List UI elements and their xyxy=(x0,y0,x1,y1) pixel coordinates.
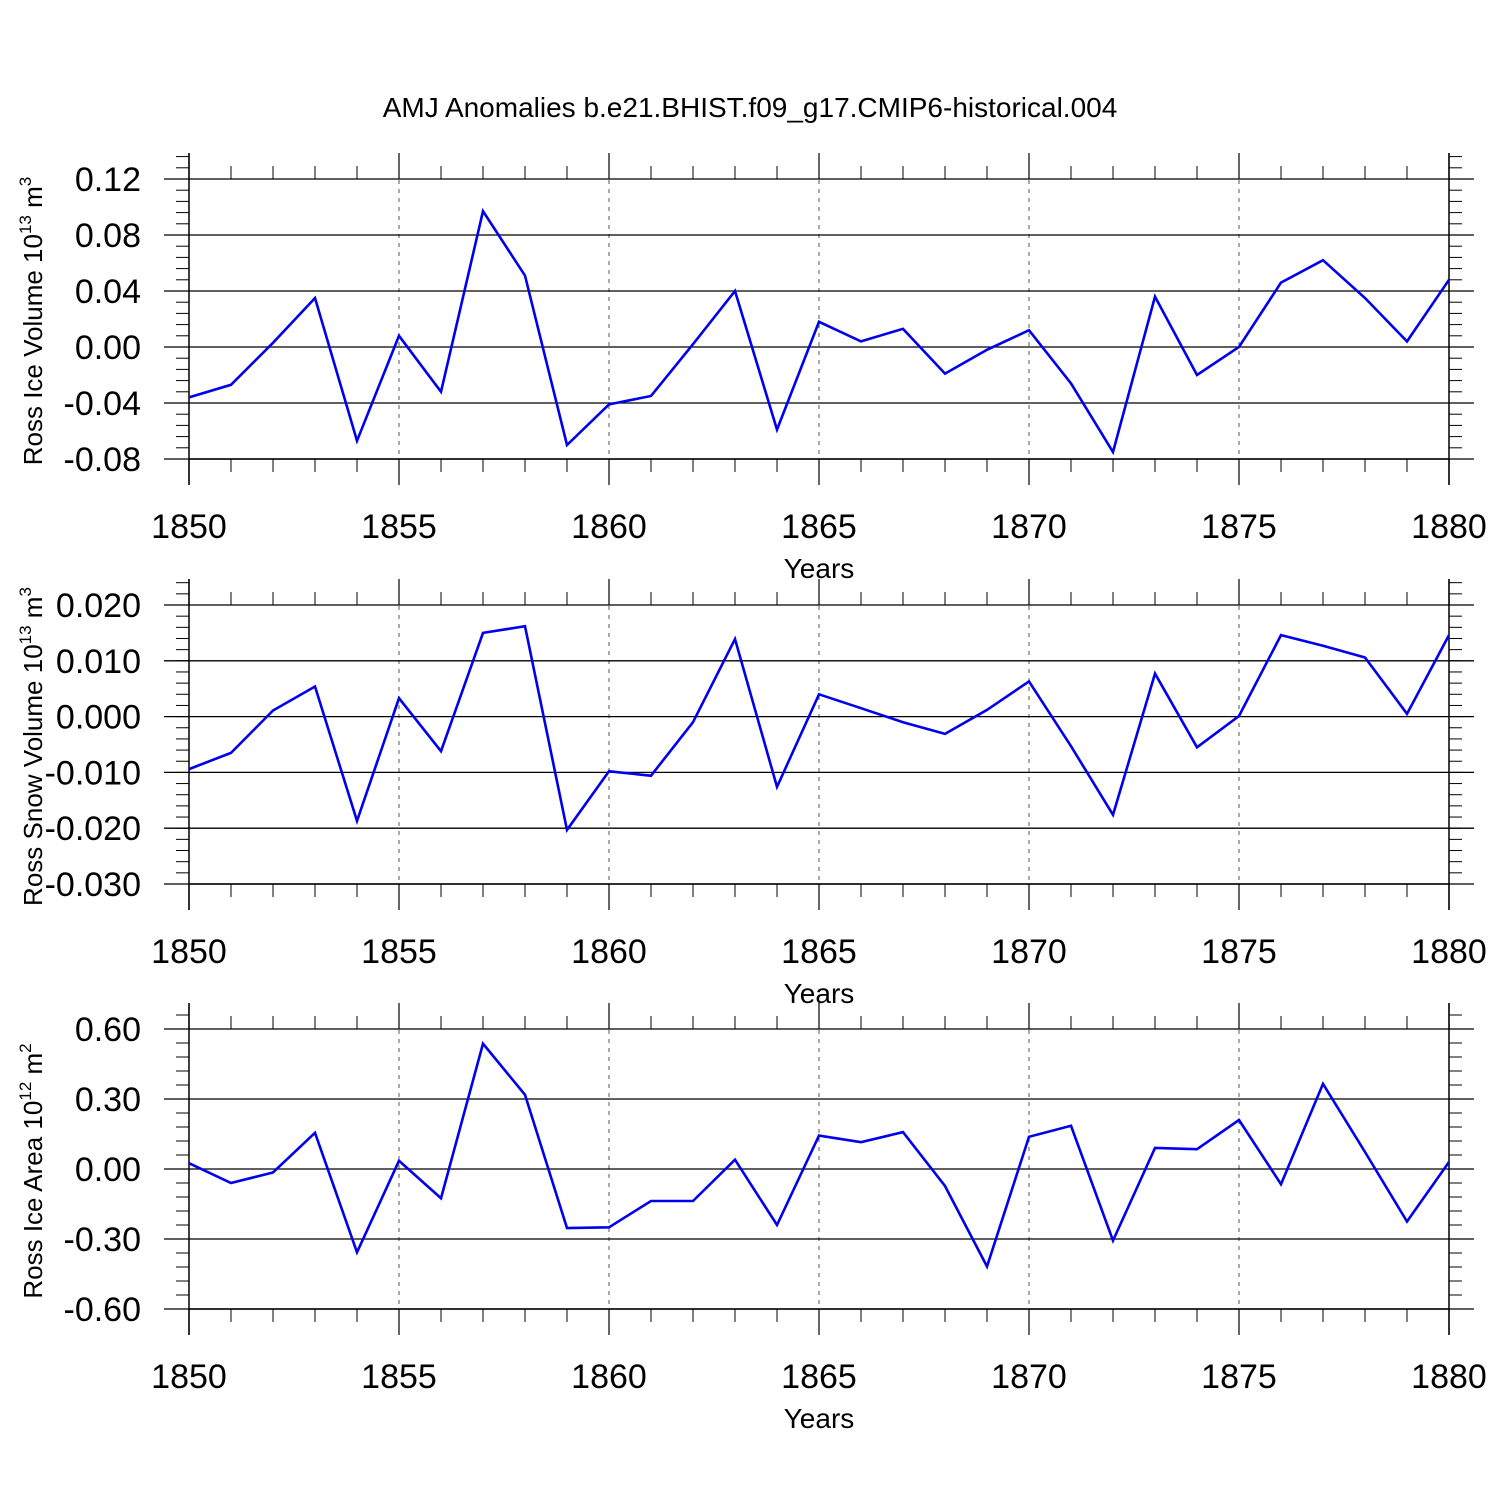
y-tick-label: 0.00 xyxy=(75,329,141,367)
y-tick-label: 0.000 xyxy=(56,699,141,737)
y-axis-label: Ross Ice Volume 1013 m3 xyxy=(16,177,48,466)
x-tick-label: 1850 xyxy=(151,933,227,971)
y-tick-label: -0.010 xyxy=(45,754,141,792)
x-tick-label: 1870 xyxy=(991,933,1067,971)
y-tick-label: -0.030 xyxy=(45,866,141,904)
x-tick-label: 1870 xyxy=(991,508,1067,546)
y-tick-label: 0.08 xyxy=(75,217,141,255)
x-tick-label: 1855 xyxy=(361,508,437,546)
y-tick-label: 0.60 xyxy=(75,1011,141,1049)
y-tick-label: 0.020 xyxy=(56,587,141,625)
chart-panel-2: 1850 1855 1860 1865 1870 1875 1880Years-0.030-… xyxy=(16,579,1487,1009)
y-tick-label: -0.04 xyxy=(64,385,142,423)
x-tick-label: 1880 xyxy=(1411,508,1487,546)
chart-panel-3: 1850 1855 1860 1865 1870 1875 1880 Years -0.60 -0… xyxy=(16,1003,1487,1434)
y-tick-label: 0.12 xyxy=(75,161,141,199)
y-tick-label: 0.00 xyxy=(75,1151,141,1189)
x-tick-label: 1865 xyxy=(781,508,857,546)
x-tick-label: 1880 xyxy=(1411,933,1487,971)
x-tick-label: 1870 xyxy=(991,1358,1067,1396)
x-tick-label: 1855 xyxy=(361,1358,437,1396)
x-tick-label: 1865 xyxy=(781,1358,857,1396)
y-tick-label: 0.04 xyxy=(75,273,141,311)
y-tick-label: -0.60 xyxy=(64,1291,142,1329)
chart-title: AMJ Anomalies b.e21.BHIST.f09_g17.CMIP6-… xyxy=(383,92,1118,123)
y-tick-label: -0.08 xyxy=(64,441,142,479)
x-tick-label: 1875 xyxy=(1201,933,1277,971)
x-tick-label: 1860 xyxy=(571,508,647,546)
chart-panels: 1850 1855 1860 1865 1870 1875 1880 Years -0.08 -0… xyxy=(16,153,1487,1434)
y-tick-label: -0.020 xyxy=(45,810,141,848)
y-axis-label: Ross Snow Volume 1013 m3 xyxy=(16,587,48,906)
x-tick-label: 1850 xyxy=(151,1358,227,1396)
x-tick-label: 1880 xyxy=(1411,1358,1487,1396)
x-tick-label: 1855 xyxy=(361,933,437,971)
x-tick-label: 1850 xyxy=(151,508,227,546)
x-axis-label: Years xyxy=(784,1403,855,1434)
y-tick-label: 0.010 xyxy=(56,643,141,681)
y-tick-label: -0.30 xyxy=(64,1221,142,1259)
chart-panel-1: 1850 1855 1860 1865 1870 1875 1880 Years -0.08 -0… xyxy=(16,153,1487,584)
x-tick-label: 1860 xyxy=(571,933,647,971)
x-tick-label: 1865 xyxy=(781,933,857,971)
x-tick-label: 1860 xyxy=(571,1358,647,1396)
series-line xyxy=(188,624,1451,834)
x-tick-label: 1875 xyxy=(1201,508,1277,546)
y-axis-label: Ross Ice Area 1012 m2 xyxy=(16,1043,48,1298)
x-tick-label: 1875 xyxy=(1201,1358,1277,1396)
x-axis-label: Years xyxy=(784,553,855,584)
y-tick-label: 0.30 xyxy=(75,1081,141,1119)
